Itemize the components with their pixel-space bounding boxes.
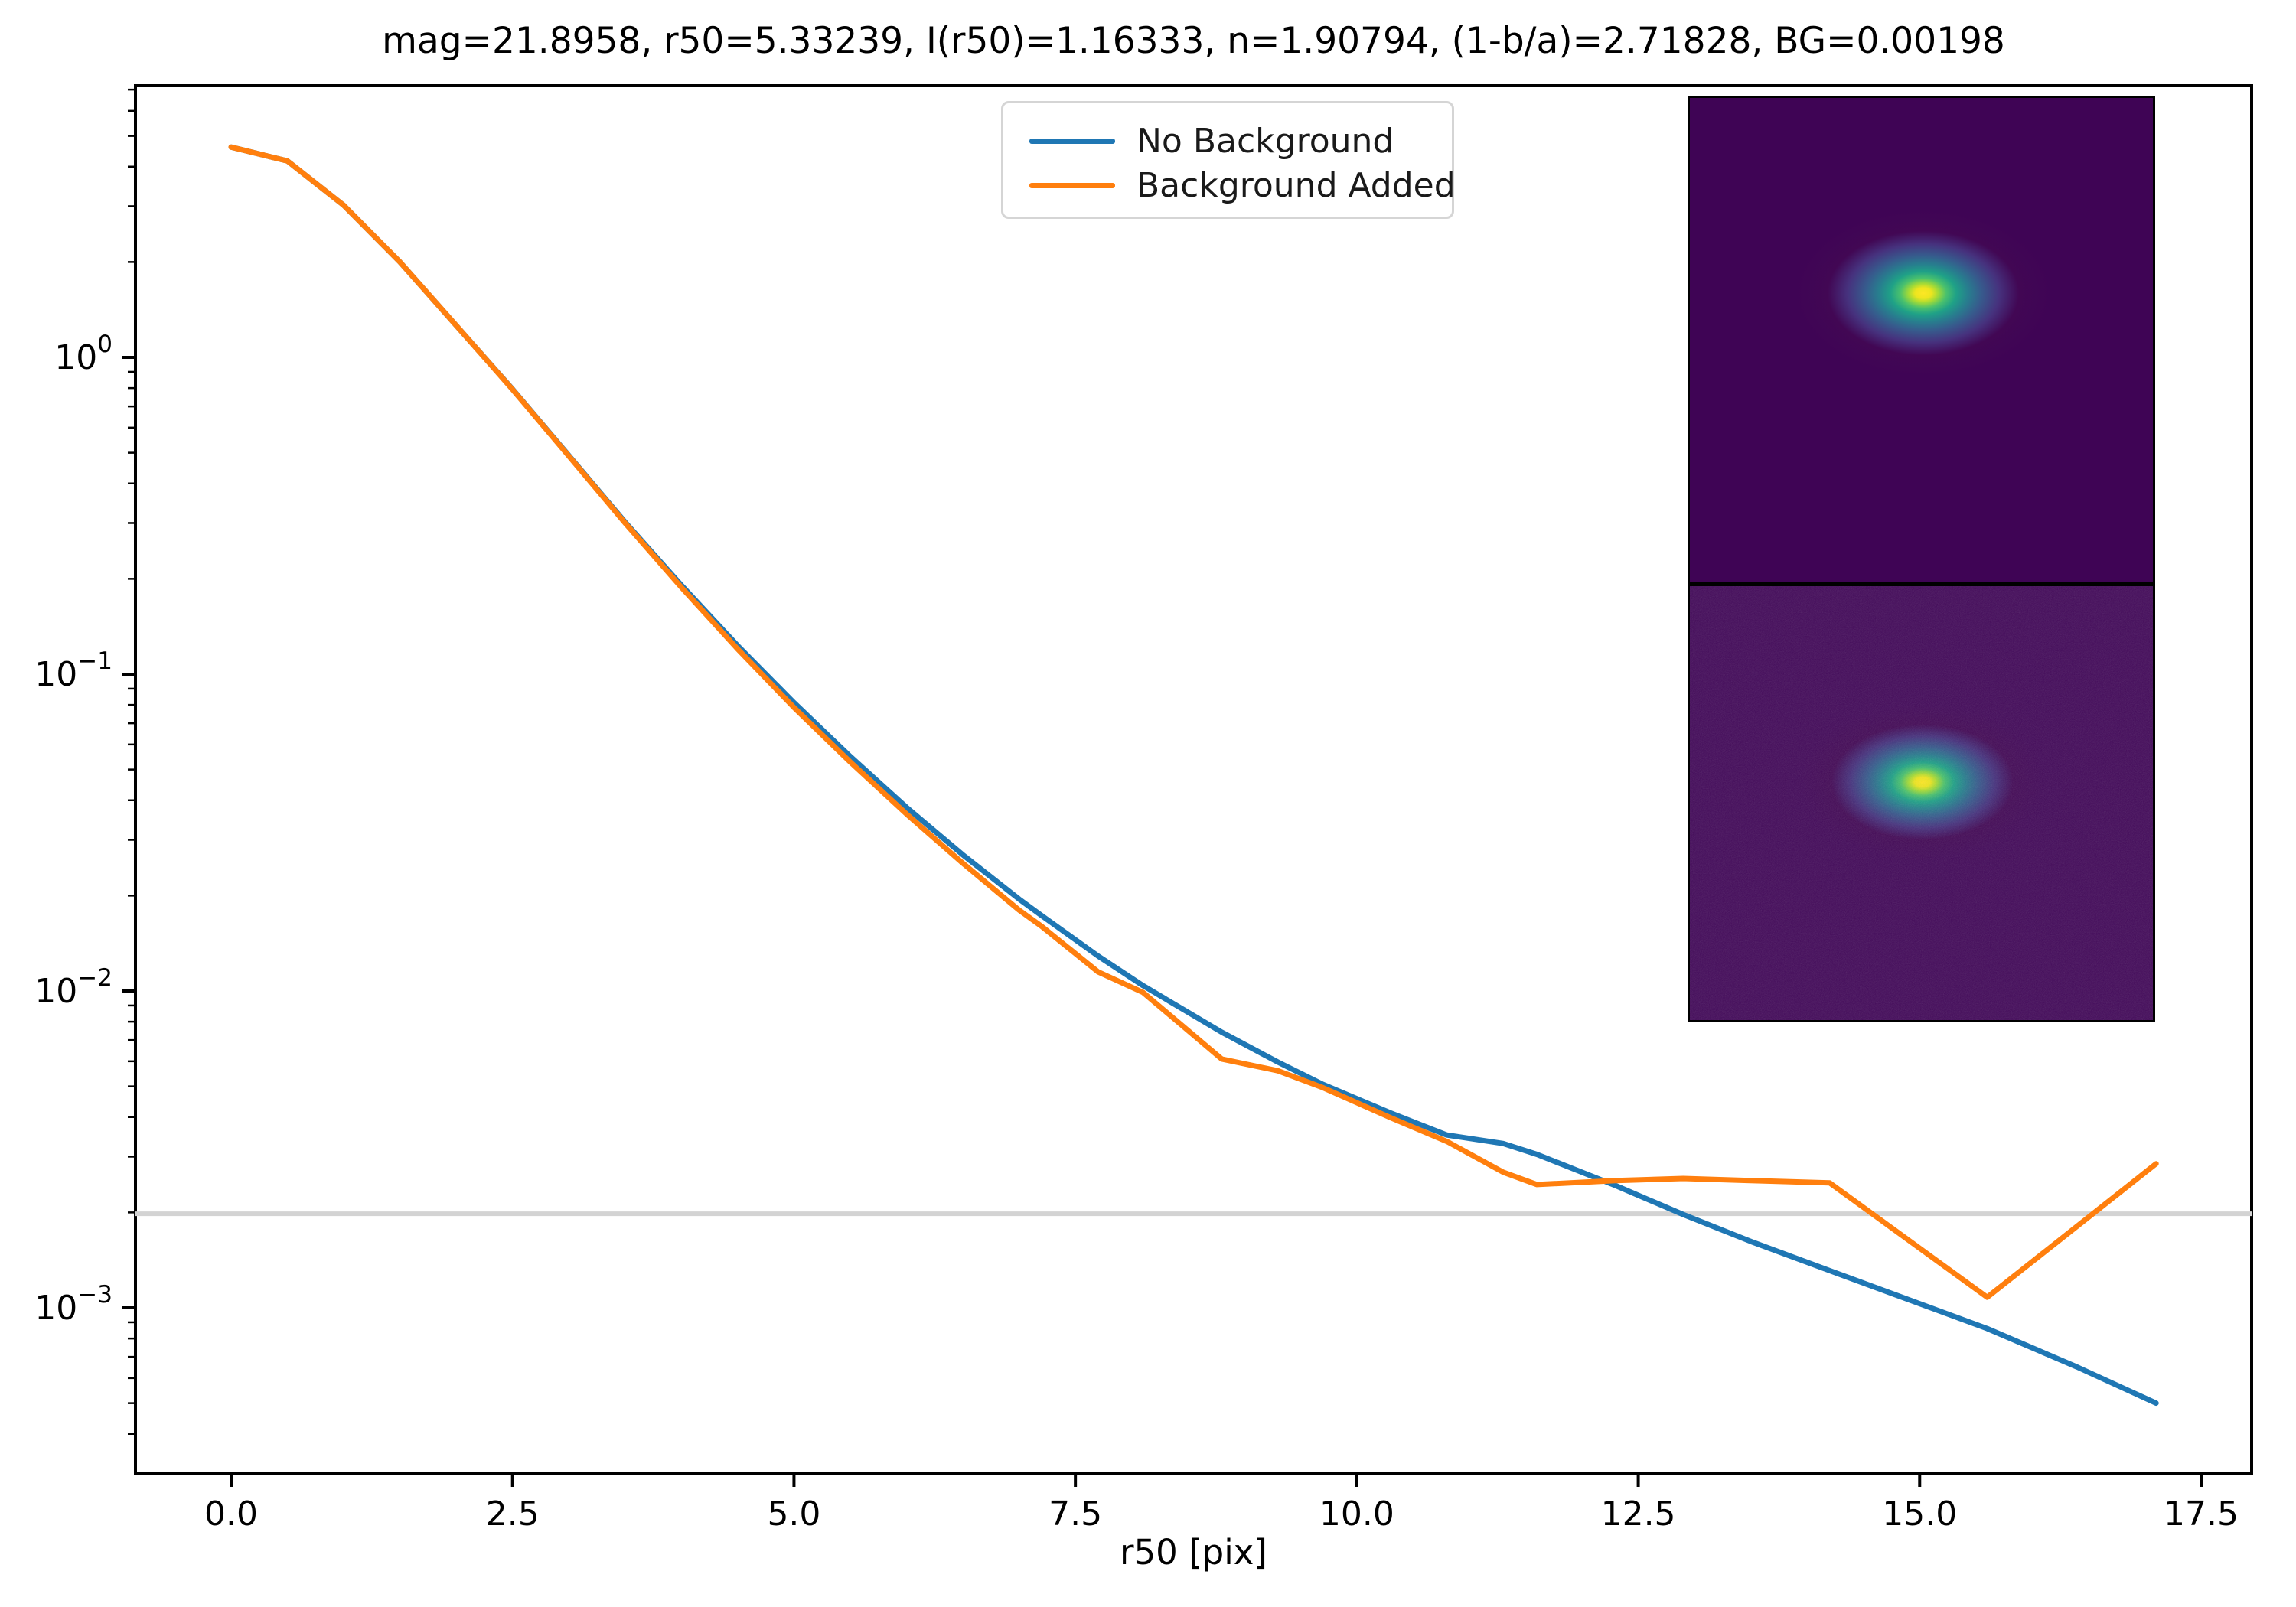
inset-model-image [1690,98,2153,582]
legend-box: No Background Background Added [1001,101,1456,219]
x-tick-label: 0.0 [204,1495,258,1534]
y-axis-ticks: 100 10−1 10−2 10−3 [34,331,135,1328]
series-line-background-added [228,144,2159,1300]
legend-line-sample-orange [1029,182,1115,188]
legend-label: No Background [1137,121,1394,161]
background-noise-texture [1690,586,2153,1020]
y-tick-label: 100 [54,331,113,377]
inset-divider [1690,582,2153,586]
x-tick-label: 5.0 [767,1495,820,1534]
legend-entry-no-background: No Background [1029,119,1452,163]
y-tick-label: 10−1 [34,647,113,694]
x-axis-ticks: 0.0 2.5 5.0 7.5 10.0 12.5 15.0 17.5 [204,1473,2239,1534]
inset-model-plus-background-image [1690,586,2153,1020]
y-axis-minor-ticks [128,88,135,1435]
x-tick-label: 2.5 [486,1495,540,1534]
x-tick-label: 10.0 [1319,1495,1394,1534]
galaxy-blob [1759,186,2088,400]
x-tick-label: 12.5 [1601,1495,1676,1534]
y-tick-label: 10−2 [34,964,113,1011]
x-axis-label: r50 [pix] [1120,1532,1267,1573]
inset-image-stack [1688,96,2155,1022]
x-tick-label: 15.0 [1882,1495,1957,1534]
legend-label: Background Added [1137,165,1456,205]
chart-title: mag=21.8958, r50=5.33239, I(r50)=1.16333… [382,20,2005,62]
plot-frame [134,84,2253,1475]
legend-line-sample-blue [1029,138,1115,144]
legend-entry-background-added: Background Added [1029,163,1456,207]
x-tick-label: 17.5 [2164,1495,2239,1534]
y-tick-label: 10−3 [34,1281,113,1328]
x-tick-label: 7.5 [1049,1495,1102,1534]
